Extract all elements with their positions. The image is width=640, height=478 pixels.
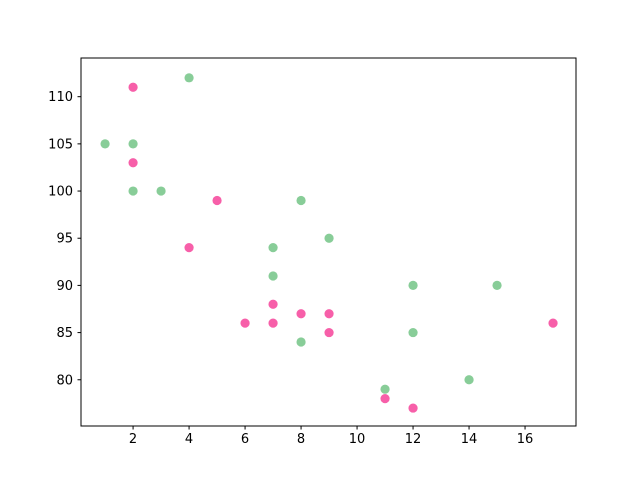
x-axis-tick-label: 14 [461,432,478,447]
data-point-pink-series [184,243,194,253]
data-point-green-series [128,186,138,196]
data-point-pink-series [296,309,306,319]
data-point-green-series [296,337,306,347]
data-point-pink-series [268,299,278,309]
y-axis-tick-label: 90 [56,279,73,294]
data-point-green-series [268,243,278,253]
x-axis-tick-label: 8 [297,432,305,447]
y-axis-tick-label: 80 [56,373,73,388]
y-axis-tick-label: 110 [48,90,73,105]
data-point-green-series [128,139,138,149]
data-point-pink-series [212,195,222,206]
data-point-pink-series [240,318,250,328]
plot-border [80,57,577,427]
data-point-green-series [408,280,418,291]
data-point-pink-series [380,394,390,404]
y-axis-tick-label: 100 [48,185,73,200]
data-point-green-series [324,233,334,243]
data-point-pink-series [268,318,278,328]
data-point-green-series [156,186,166,196]
x-axis-tick-label: 4 [185,432,193,447]
data-point-green-series [380,384,390,394]
data-point-green-series [184,73,194,83]
x-axis-tick-label: 2 [129,432,137,447]
data-point-pink-series [324,327,334,338]
data-point-pink-series [548,318,558,328]
x-axis-tick-label: 12 [405,432,422,447]
data-point-green-series [464,375,474,385]
y-axis-tick-label: 85 [56,326,73,341]
data-point-green-series [492,280,502,291]
data-point-green-series [268,271,278,281]
data-point-pink-series [128,158,138,168]
data-point-pink-series [408,403,418,413]
x-axis-tick-label: 10 [349,432,366,447]
data-point-green-series [296,195,306,206]
y-axis-tick-label: 95 [56,232,73,247]
y-axis-tick-label: 105 [48,137,73,152]
data-point-green-series [408,327,418,338]
data-point-green-series [100,139,110,149]
data-point-pink-series [128,82,138,92]
x-axis-tick-label: 16 [517,432,534,447]
data-point-pink-series [324,309,334,319]
x-axis-tick-label: 6 [241,432,249,447]
